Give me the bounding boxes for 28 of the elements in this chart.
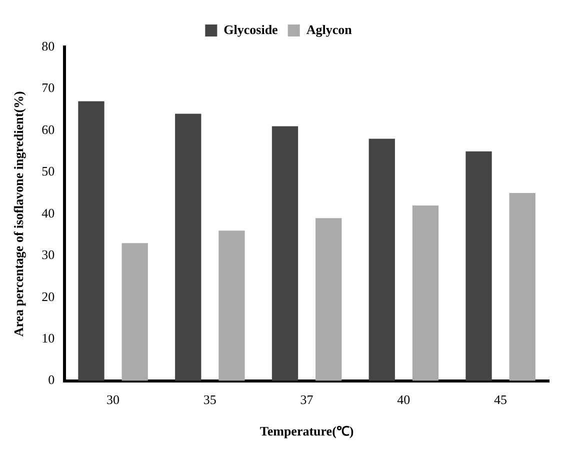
y-axis-title: Area percentage of isoflavone ingredient(%)	[11, 91, 26, 337]
y-tick-label: 40	[42, 205, 55, 220]
x-axis-title: Temperature(℃)	[260, 424, 354, 439]
legend-label: Glycoside	[224, 22, 278, 37]
legend-label: Aglycon	[306, 22, 353, 37]
bar	[272, 126, 298, 381]
bar	[175, 114, 202, 381]
x-tick-label: 30	[106, 392, 120, 408]
y-tick-label: 60	[42, 122, 55, 137]
y-tick-label: 10	[42, 330, 55, 346]
bar	[412, 206, 439, 381]
bar	[509, 193, 536, 381]
y-tick-label: 0	[48, 372, 55, 388]
x-tick-label: 40	[397, 392, 410, 408]
x-tick-label: 35	[203, 392, 216, 408]
bar	[78, 101, 104, 381]
bar	[368, 138, 395, 381]
y-tick-label: 70	[42, 80, 55, 96]
y-tick-label: 80	[42, 38, 55, 54]
bar	[466, 151, 492, 381]
bar	[218, 230, 245, 381]
y-tick-label: 20	[42, 288, 55, 304]
x-tick-label: 37	[300, 392, 314, 408]
bar	[122, 243, 148, 381]
bar	[316, 218, 342, 381]
y-tick-label: 30	[42, 247, 55, 262]
y-tick-label: 50	[42, 164, 55, 179]
x-tick-label: 45	[494, 392, 508, 408]
